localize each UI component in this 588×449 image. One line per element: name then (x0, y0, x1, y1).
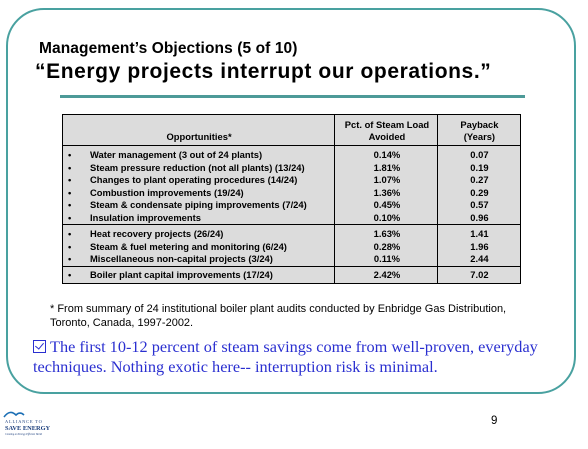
alliance-to-save-energy-logo: ALLIANCE TO SAVE ENERGY Creating an Ener… (3, 411, 51, 436)
row-pct: 0.45% (373, 199, 401, 210)
table-row: • Miscellaneous non-capital projects (3/2… (62, 253, 521, 266)
row-payback: 1.96 (470, 240, 489, 252)
table-divider (334, 114, 335, 284)
row-item: Insulation improvements (90, 211, 201, 223)
row-payback: 0.07 (437, 145, 521, 162)
row-item: Boiler plant capital improvements (17/24… (90, 268, 273, 280)
row-item: Steam pressure reduction (not all plants… (90, 161, 305, 173)
row-pct: 1.36% (373, 186, 401, 198)
footnote: * From summary of 24 institutional boile… (50, 302, 550, 330)
row-payback: 1.41 (437, 224, 521, 241)
row-pct: 1.81% (373, 161, 401, 173)
footnote-line2: Toronto, Canada, 1997-2002. (50, 317, 194, 329)
logo-tagline: Creating an Energy-Efficient World (5, 433, 43, 436)
row-pct: 0.10% (373, 211, 401, 223)
table-row: • Heat recovery projects (26/24) 1.63% 1.… (62, 224, 521, 241)
bullet-icon: • (68, 174, 72, 185)
header-pct-line2: Avoided (368, 131, 406, 142)
row-item: Miscellaneous non-capital projects (3/24… (90, 253, 273, 264)
table-row: • Changes to plant operating procedures (… (62, 174, 521, 187)
conclusion-text: The first 10-12 percent of steam savings… (33, 337, 573, 377)
row-pct: 1.63% (336, 224, 438, 241)
row-pct: 0.11% (373, 253, 400, 264)
bullet-icon: • (68, 161, 72, 173)
row-payback: 2.44 (470, 253, 489, 264)
header-pct-line1: Pct. of Steam Load (344, 119, 430, 130)
bullet-icon: • (68, 186, 72, 198)
row-payback: 0.27 (470, 174, 489, 185)
table-row: • Insulation improvements 0.10% 0.96 (62, 212, 521, 225)
bullet-icon: • (68, 268, 72, 280)
bullet-icon: • (68, 199, 72, 210)
logo-line2: SAVE ENERGY (5, 425, 51, 432)
checkbox-icon (33, 340, 46, 353)
table-row: • Steam & fuel metering and monitoring (6… (62, 241, 521, 254)
slide-title: “Energy projects interrupt our operation… (35, 60, 492, 83)
row-pct: 1.07% (373, 174, 401, 185)
row-item: Steam & condensate piping improvements (… (90, 199, 307, 210)
row-item: Heat recovery projects (26/24) (90, 228, 224, 239)
table-row: • Water management (3 out of 24 plants) 0… (62, 145, 521, 162)
table-row: • Combustion improvements (19/24) 1.36% 0… (62, 187, 521, 200)
logo-line1: ALLIANCE TO (5, 419, 43, 424)
row-item: Water management (3 out of 24 plants) (90, 149, 263, 160)
opportunities-table: Opportunities* Pct. of Steam Load Avoide… (62, 114, 521, 284)
bullet-icon: • (68, 228, 72, 239)
page-number: 9 (491, 415, 498, 427)
table-divider (437, 114, 438, 284)
row-payback: 0.57 (470, 199, 489, 210)
row-payback: 7.02 (437, 265, 521, 284)
row-payback: 0.19 (470, 161, 489, 173)
row-pct: 2.42% (336, 265, 438, 284)
row-item: Combustion improvements (19/24) (90, 186, 244, 198)
bullet-icon: • (68, 240, 72, 252)
row-item: Changes to plant operating procedures (1… (90, 174, 298, 185)
header-opportunities: Opportunities* (166, 131, 232, 142)
table-row: • Boiler plant capital improvements (17/2… (62, 265, 521, 284)
slide-frame (6, 8, 576, 394)
header-payback: Payback (Years) (438, 114, 521, 146)
header-pay-line1: Payback (460, 119, 499, 130)
table-row: • Steam & condensate piping improvements … (62, 199, 521, 212)
footnote-line1: * From summary of 24 institutional boile… (50, 303, 507, 315)
header-pct-steam: Pct. of Steam Load Avoided (336, 114, 438, 146)
title-underline (60, 95, 525, 98)
row-payback: 0.96 (470, 211, 489, 223)
slide-subtitle: Management’s Objections (5 of 10) (39, 40, 298, 57)
row-item: Steam & fuel metering and monitoring (6/… (90, 240, 287, 252)
bullet-icon: • (68, 149, 72, 160)
bullet-icon: • (68, 253, 72, 264)
table-border (62, 114, 521, 284)
table-row: • Steam pressure reduction (not all plant… (62, 162, 521, 175)
logo-swoosh (3, 411, 25, 418)
row-pct: 0.14% (336, 145, 438, 162)
bullet-icon: • (68, 211, 72, 223)
row-pct: 0.28% (373, 240, 401, 252)
row-payback: 0.29 (470, 186, 489, 198)
header-pay-line2: (Years) (463, 131, 496, 142)
conclusion-sentence: The first 10-12 percent of steam savings… (33, 337, 538, 376)
